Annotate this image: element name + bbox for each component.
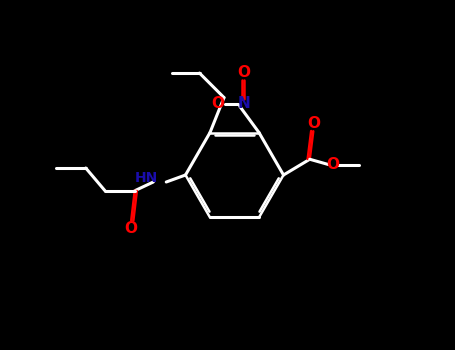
Text: HN: HN — [135, 172, 158, 186]
Text: O: O — [211, 96, 224, 111]
Text: O: O — [307, 116, 320, 131]
Text: O: O — [238, 65, 250, 80]
Text: N: N — [238, 96, 250, 111]
Text: O: O — [125, 221, 138, 236]
Text: O: O — [326, 157, 339, 172]
